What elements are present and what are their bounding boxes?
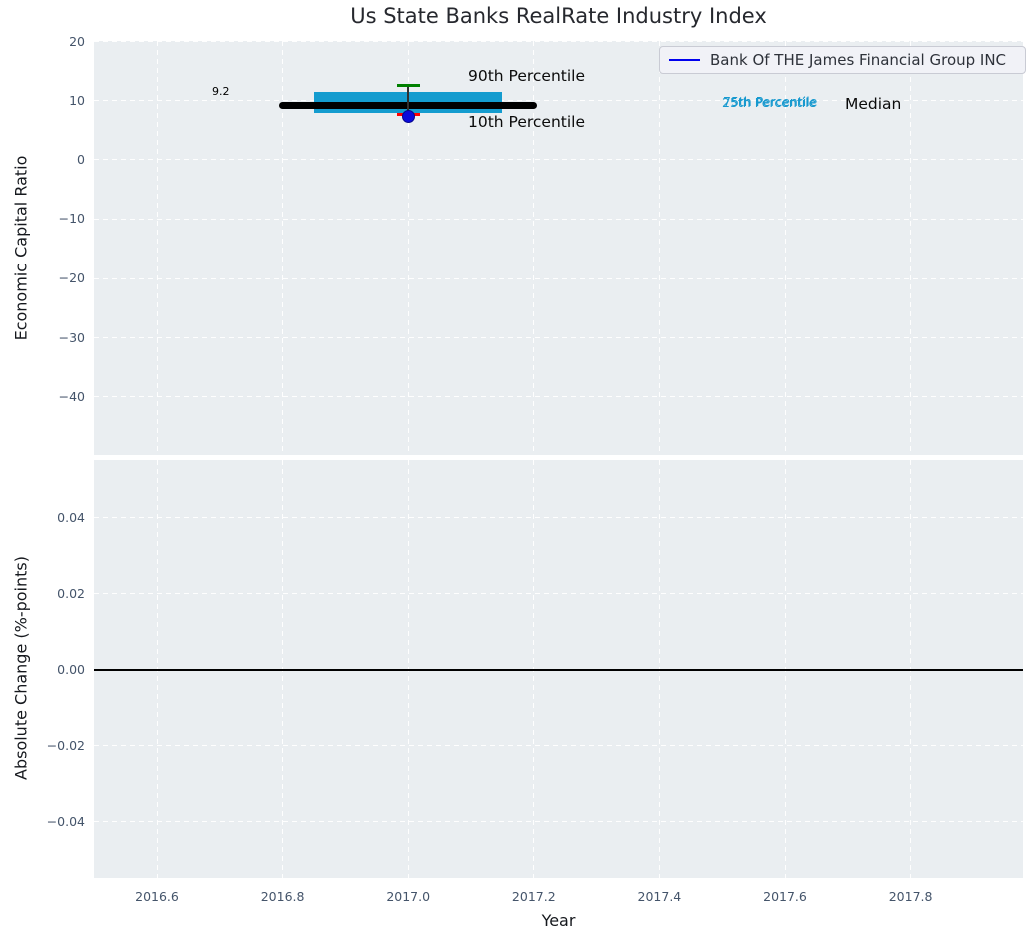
y-tick-label: 0 — [77, 151, 85, 167]
p90-cap — [396, 84, 420, 88]
p75-annotation: 75th Percentile — [723, 94, 818, 109]
y-tick-label: 10 — [69, 92, 85, 108]
x-tick-label: 2017.2 — [511, 889, 556, 904]
legend-label: Bank Of THE James Financial Group INC — [710, 51, 1007, 69]
gridline-horizontal — [94, 337, 1023, 338]
median-value-annotation: 9.2 — [212, 85, 230, 98]
x-tick-label: 2017.8 — [888, 889, 933, 904]
plot-area-bottom — [94, 460, 1023, 878]
gridline-vertical — [533, 41, 535, 455]
x-tick-label: 2017.6 — [763, 889, 807, 904]
gridline-horizontal — [94, 745, 1023, 746]
gridline-horizontal — [94, 593, 1023, 594]
gridline-horizontal — [94, 159, 1023, 161]
company-marker — [401, 110, 415, 124]
p10-annotation: 10th Percentile — [468, 113, 586, 131]
gridline-horizontal — [94, 41, 1023, 42]
chart-title: Us State Banks RealRate Industry Index — [350, 4, 767, 28]
p90-annotation: 90th Percentile — [468, 67, 586, 85]
p25-annotation: 25th Percentile — [722, 95, 817, 110]
y-tick-label: 20 — [69, 33, 85, 49]
zero-change-line — [94, 668, 1023, 671]
gridline-vertical — [910, 41, 912, 455]
gridline-horizontal — [94, 277, 1023, 279]
gridline-vertical — [658, 41, 660, 455]
y-tick-label: −20 — [58, 270, 85, 286]
gridline-horizontal — [94, 396, 1023, 398]
legend: Bank Of THE James Financial Group INC — [659, 46, 1026, 74]
gridline-vertical — [282, 41, 284, 455]
gridline-horizontal — [94, 100, 1023, 102]
y-tick-label: −0.04 — [46, 813, 85, 829]
y-tick-label: 0.00 — [57, 661, 85, 677]
gridline-vertical — [156, 41, 158, 455]
median-annotation: Median — [845, 95, 902, 113]
x-tick-label: 2017.4 — [637, 889, 682, 904]
legend-line-sample — [669, 58, 700, 62]
y-tick-label: −30 — [58, 329, 85, 345]
gridline-vertical — [784, 41, 786, 455]
plot-area-top — [94, 41, 1023, 455]
y-tick-label: −40 — [58, 388, 85, 404]
y-tick-label: −0.02 — [46, 737, 85, 753]
x-axis-label: Year — [541, 911, 576, 930]
gridline-vertical — [407, 41, 409, 455]
y-tick-label: 0.04 — [57, 509, 85, 525]
percentile-errorbar-line — [407, 85, 409, 115]
y-tick-label: −10 — [58, 211, 85, 227]
gridline-horizontal — [94, 821, 1023, 822]
gridline-horizontal — [94, 517, 1023, 518]
gridline-horizontal — [94, 218, 1023, 220]
x-tick-label: 2016.8 — [260, 889, 305, 904]
y-axis-label-top: Economic Capital Ratio — [11, 155, 31, 341]
y-tick-label: 0.02 — [57, 585, 85, 601]
x-tick-label: 2016.6 — [135, 889, 179, 904]
x-tick-label: 2017.0 — [386, 889, 431, 904]
